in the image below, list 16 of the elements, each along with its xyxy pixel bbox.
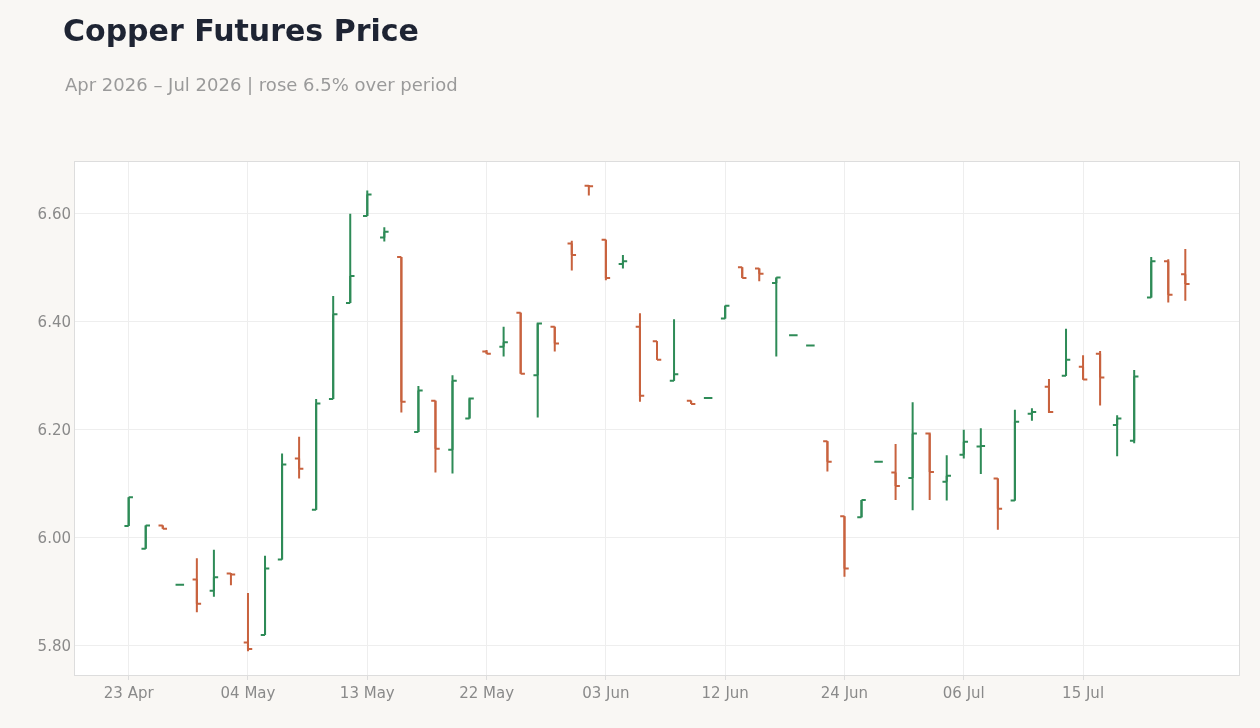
x-tick-label: 23 Apr [103,684,155,702]
x-tick-label: 13 May [339,684,395,702]
x-tick-label: 22 May [459,684,515,702]
chart-subtitle: Apr 2026 – Jul 2026 | rose 6.5% over period [65,74,458,95]
y-tick-label: 5.80 [37,637,71,656]
y-tick-label: 6.60 [37,205,71,224]
x-tick-label: 15 Jul [1062,684,1105,702]
x-tick-label: 03 Jun [582,684,630,702]
x-tick-label: 12 Jun [701,684,749,702]
chart-title: Copper Futures Price [63,12,419,48]
y-tick-label: 6.40 [37,313,71,332]
y-tick-label: 6.20 [37,421,71,440]
x-tick-label: 24 Jun [820,684,869,702]
y-tick-label: 6.00 [37,529,71,548]
x-tick-label: 06 Jul [942,684,985,702]
x-tick-label: 04 May [220,684,276,702]
